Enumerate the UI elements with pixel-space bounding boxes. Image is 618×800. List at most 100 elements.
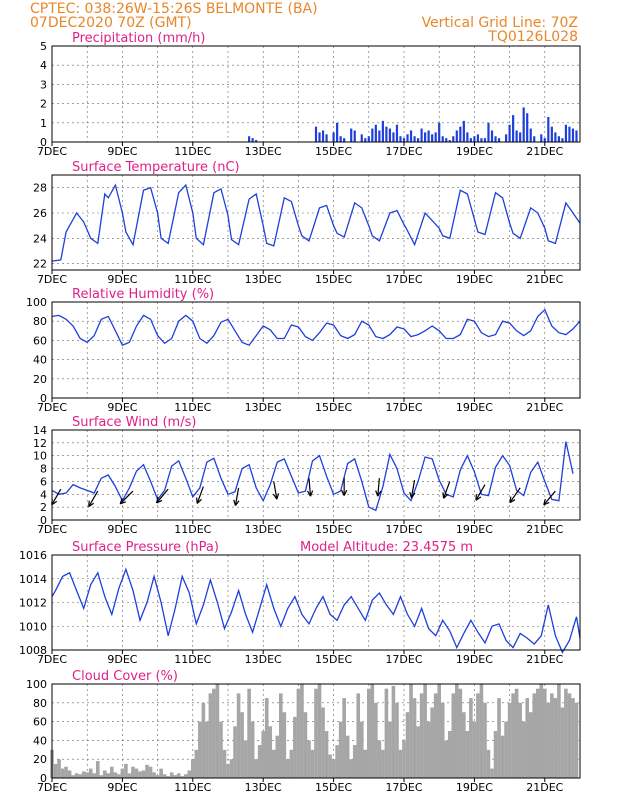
header-station: CPTEC: 038:26W-15:26S BELMONTE (BA) — [30, 1, 318, 17]
precip-bar — [353, 130, 356, 142]
precip-bar — [399, 136, 402, 142]
cloud-bar — [271, 749, 276, 778]
precip-bar — [314, 126, 318, 142]
x-tick-label: 9DEC — [107, 781, 137, 794]
cloud-bar — [74, 773, 79, 778]
cloud-bar — [138, 771, 142, 778]
y-tick-label: 100 — [26, 678, 47, 691]
precip-bar — [540, 134, 543, 142]
cloud-bar — [553, 698, 558, 778]
y-tick-label: 8 — [40, 463, 47, 476]
precip-bar — [413, 136, 416, 142]
x-tick-label: 17DEC — [385, 145, 422, 158]
precip-bar — [325, 134, 328, 142]
precip-bar — [529, 128, 532, 142]
panel-title: Surface Wind (m/s) — [72, 415, 196, 430]
precip-bar — [416, 138, 420, 142]
cloud-bar — [317, 684, 322, 778]
precip-bar — [321, 130, 325, 142]
precip-bar — [402, 138, 406, 142]
cloud-bar — [490, 768, 494, 778]
cloud-bar — [402, 740, 406, 778]
cloud-bar — [514, 688, 519, 778]
precip-bar — [367, 136, 370, 142]
cloud-bar — [250, 721, 255, 778]
precip-bar — [480, 138, 483, 142]
series-line — [51, 308, 581, 347]
cloud-bar — [500, 735, 505, 778]
cloud-bar — [106, 773, 111, 778]
y-tick-label: 0 — [40, 772, 47, 785]
cloud-bar — [479, 684, 484, 778]
precip-bar — [504, 134, 508, 142]
panel-0: 0 1 2 3 4 5 7DEC 9DEC 11DEC 13DEC 15DEC 17DEC 19DEC 2… — [37, 31, 581, 158]
x-tick-label: 19DEC — [456, 273, 493, 286]
precip-bar — [336, 122, 339, 142]
wind-arrow — [196, 486, 204, 504]
x-tick-label: 21DEC — [526, 401, 563, 414]
header-model: TQ0126L028 — [487, 29, 578, 45]
wind-arrow — [156, 488, 169, 504]
precip-bar — [466, 132, 469, 142]
y-tick-label: 60 — [33, 716, 47, 729]
x-tick-label: 15DEC — [315, 781, 352, 794]
y-tick-label: 60 — [33, 334, 47, 347]
x-tick-label: 13DEC — [245, 523, 282, 536]
x-tick-label: 7DEC — [37, 273, 67, 286]
cloud-bar — [71, 775, 75, 778]
precip-bar — [522, 107, 525, 142]
panel-title: Surface Pressure (hPa) — [72, 540, 219, 555]
x-tick-label: 19DEC — [456, 653, 493, 666]
x-tick-label: 9DEC — [107, 145, 137, 158]
precip-bar — [343, 138, 346, 142]
precip-bar — [248, 136, 251, 142]
cloud-bar — [208, 693, 213, 778]
cloud-bar — [331, 759, 336, 778]
x-tick-label: 19DEC — [456, 145, 493, 158]
cloud-bar — [574, 702, 579, 778]
cloud-bar — [222, 749, 227, 778]
x-tick-label: 21DEC — [526, 273, 563, 286]
cloud-bar — [504, 721, 508, 778]
cloud-bar — [264, 698, 269, 778]
cloud-bar — [451, 693, 456, 778]
cloud-bar — [476, 693, 480, 778]
cloud-bar — [465, 731, 470, 778]
cloud-bar — [447, 731, 452, 778]
wind-arrow — [272, 481, 280, 500]
cloud-bar — [324, 731, 329, 778]
x-tick-label: 9DEC — [107, 273, 137, 286]
cloud-bar — [307, 740, 311, 778]
y-tick-label: 100 — [26, 296, 47, 309]
precip-bar — [420, 128, 423, 142]
precip-bar — [462, 120, 465, 142]
x-tick-label: 11DEC — [174, 781, 211, 794]
x-tick-label: 13DEC — [245, 781, 282, 794]
precip-bar — [427, 130, 430, 142]
y-tick-label: 1012 — [19, 597, 47, 610]
precip-bar — [395, 124, 399, 142]
cloud-bar — [381, 749, 385, 778]
cloud-bar — [205, 721, 209, 778]
cloud-bar — [53, 763, 58, 778]
cloud-bar — [145, 764, 149, 778]
y-tick-label: 0 — [40, 514, 47, 527]
y-tick-label: 28 — [33, 182, 47, 195]
header-date: 07DEC2020 70Z (GMT) — [30, 15, 192, 31]
cloud-bar — [166, 776, 170, 778]
wind-arrow — [88, 490, 99, 508]
wind-arrow — [442, 481, 451, 499]
precip-bar — [497, 138, 501, 142]
precip-bar — [561, 138, 564, 142]
series-line — [51, 567, 581, 654]
x-tick-label: 15DEC — [315, 653, 352, 666]
cloud-bar — [261, 731, 265, 778]
cloud-bar — [486, 749, 491, 778]
wind-arrow — [341, 477, 348, 496]
cloud-bar — [229, 759, 234, 778]
y-tick-label: 4 — [40, 488, 47, 501]
y-tick-label: 1 — [40, 117, 47, 130]
y-tick-label: 1014 — [19, 573, 47, 586]
precip-bar — [445, 138, 448, 142]
cloud-bar — [440, 702, 445, 778]
